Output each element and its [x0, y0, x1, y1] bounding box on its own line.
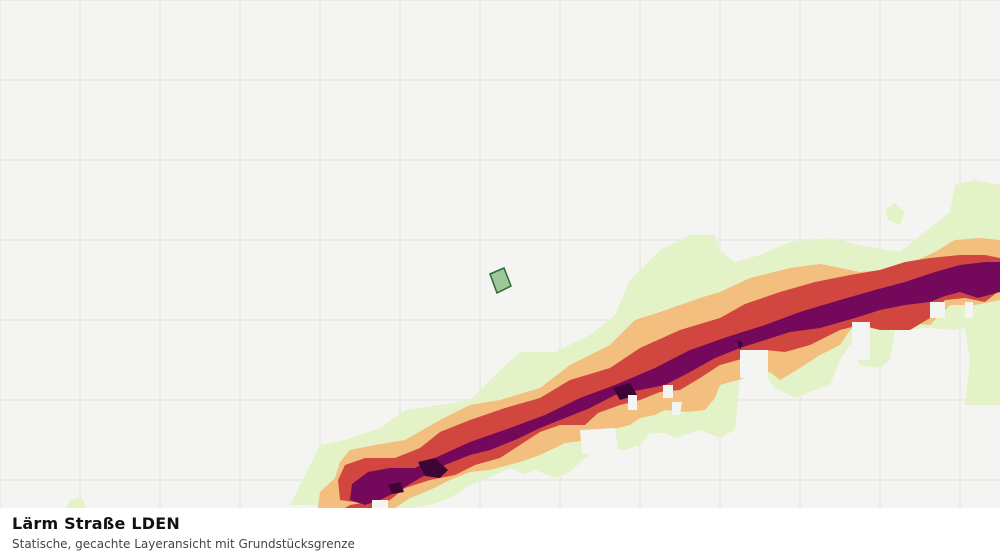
noise-zone-high — [350, 262, 1000, 505]
layer-title: Lärm Straße LDEN — [12, 514, 180, 533]
caption-panel: Lärm Straße LDEN Statische, gecachte Lay… — [0, 508, 1000, 560]
parcel-boundary[interactable] — [489, 267, 512, 295]
layer-subtitle: Statische, gecachte Layeransicht mit Gru… — [12, 537, 355, 551]
building-gaps — [372, 302, 973, 508]
